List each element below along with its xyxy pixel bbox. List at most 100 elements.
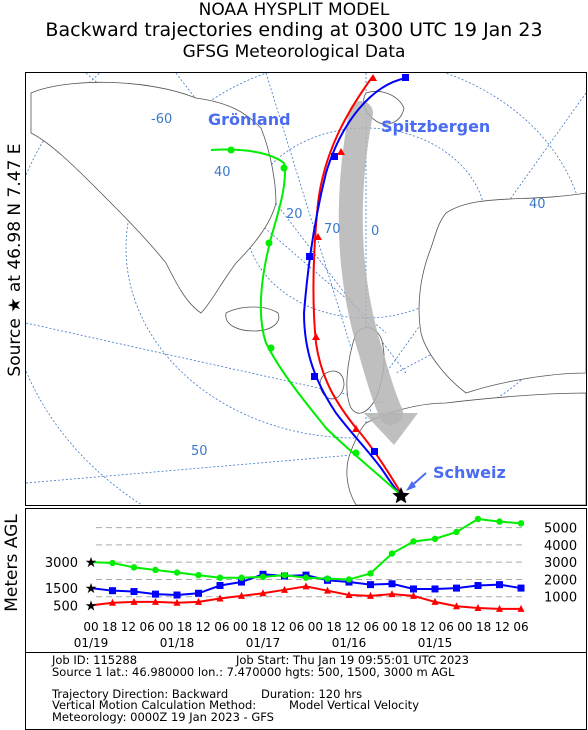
series-point [259,589,267,597]
source-star-icon [392,487,410,504]
series-point [238,591,245,599]
hour-tick-label: 00 [158,620,173,634]
series-point [130,597,138,605]
series-point [388,550,396,557]
graticule-label-1: -60 [151,112,172,127]
graticule-label-2: 40 [214,165,231,180]
series-point [302,582,310,590]
series-point [324,575,331,582]
iceland-landmass [225,306,280,332]
series-point [152,597,159,605]
right-tick-label: 5000 [544,522,577,537]
series-point [345,591,353,598]
series-point [474,603,482,611]
series-point [453,602,460,610]
series-point [324,586,331,594]
hour-tick-label: 18 [326,620,341,634]
left-tick-label: 500 [53,599,78,614]
map-canvas: -60 40 20 70 0 40 50 Grönland Spitzberge… [26,73,586,505]
series-point [281,571,288,579]
trajectory-red-500m [312,75,402,494]
label-spitsbergen: Spitzbergen [381,117,490,136]
hour-tick-label: 12 [420,620,435,634]
series-point [453,584,460,592]
series-point [216,582,224,589]
series-point [367,570,374,577]
graticule-label-3: 20 [286,207,303,222]
height-chart-ylabel: Meters AGL [2,514,22,612]
series-point [195,597,202,605]
trajectory-direction: Trajectory Direction: Backward [52,687,229,701]
hour-tick-label: 12 [196,620,211,634]
series-point [152,566,159,574]
series-point [388,590,396,598]
flow-direction-arrow [338,101,418,445]
series-point [259,573,267,581]
trajectory-markers [227,74,409,457]
left-tick-label: 3000 [45,556,78,571]
hour-tick-label: 06 [139,620,154,634]
series-point [173,591,181,599]
graticule-label-7: 50 [191,444,208,459]
series-point [431,535,439,543]
hour-tick-label: 06 [214,620,229,634]
series-point [496,604,503,612]
scandinavia-landmass [418,192,586,394]
graticule-label-5: 0 [371,224,379,239]
start-star-icon: ★ [85,598,98,614]
right-tick-label: 4000 [544,539,577,554]
date-tick-label: 01/18 [160,636,195,650]
date-tick-label: 01/17 [246,636,281,650]
job-start: Job Start: Thu Jan 19 09:55:01 UTC 2023 [236,653,469,667]
series-point [517,604,525,612]
hour-tick-label: 06 [289,620,304,634]
trajectory-map: -60 40 20 70 0 40 50 Grönland Spitzberge… [25,72,587,506]
series-point [388,580,396,588]
vertical-motion-value: Model Vertical Velocity [289,698,419,712]
hour-tick-label: 12 [345,620,360,634]
right-tick-label: 3000 [544,556,577,571]
trajectory-blue-1500m [302,77,407,496]
right-tick-label: 2000 [544,573,577,588]
date-tick-label: 01/19 [74,636,109,650]
series-point [474,515,482,523]
label-greenland: Grönland [208,110,291,129]
graticule-label-4: 70 [324,222,341,237]
series-point [130,588,138,596]
hour-tick-label: 00 [83,620,98,634]
hour-tick-label: 12 [121,620,136,634]
hour-tick-label: 18 [177,620,192,634]
hour-tick-label: 12 [270,620,285,634]
start-star-icon: ★ [85,555,98,571]
hour-tick-label: 00 [382,620,397,634]
series-point [496,581,503,589]
trajectory-green-3000m [210,148,402,496]
coastlines [30,81,586,505]
job-id: Job ID: 115288 [52,653,138,667]
vertical-motion-method: Vertical Motion Calculation Method: [52,698,257,712]
source-location-label: Source ★ at 46.98 N 7.47 E [5,143,25,377]
date-tick-label: 01/15 [418,636,453,650]
series-point [281,585,288,593]
hour-tick-label: 18 [102,620,117,634]
hour-tick-label: 06 [364,620,379,634]
duration: Duration: 120 hrs [261,687,363,701]
series-point [216,594,224,602]
series-point [453,528,460,536]
hour-tick-label: 00 [308,620,323,634]
series-point [367,591,374,599]
hour-tick-label: 18 [252,620,267,634]
model-title: NOAA HYSPLIT MODEL [198,0,390,20]
start-star-icon: ★ [85,581,98,597]
series-point [367,581,374,589]
trajectory-title: Backward trajectories ending at 0300 UTC… [45,19,543,41]
job-info-panel: Job ID: 115288 Job Start: Thu Jan 19 09:… [25,652,587,730]
hour-tick-label: 18 [401,620,416,634]
series-point [109,587,116,595]
height-chart: 5000 4000 3000 2000 1000 3000 ★ 1500 ★ 500 ★ 00 18 12… [25,508,587,653]
series-point [238,574,245,581]
label-schweiz: Schweiz [433,463,506,482]
hour-tick-label: 06 [439,620,454,634]
series-point [517,584,525,592]
